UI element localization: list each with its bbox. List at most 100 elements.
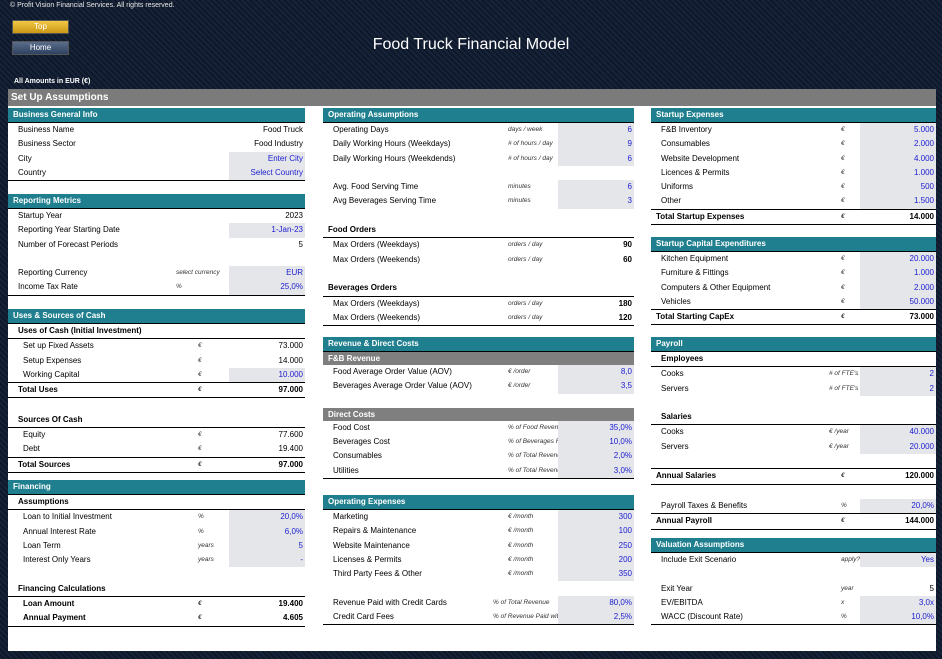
spacer	[323, 267, 634, 281]
licences-input[interactable]: 1.000	[860, 165, 936, 181]
row-value: 2023	[285, 211, 303, 220]
interest-only-input[interactable]: -	[229, 553, 305, 568]
food-row-0: Max Orders (Weekdays) orders / day 90	[323, 238, 634, 252]
repairs-input[interactable]: 100	[558, 524, 634, 539]
cooks-fte-input[interactable]: 2	[860, 367, 936, 382]
home-button[interactable]: Home	[12, 41, 69, 55]
row-unit: years	[198, 556, 214, 564]
opex-row-0: Marketing € /month 300	[323, 510, 634, 525]
row-label: Cooks	[661, 369, 684, 379]
working-capital-input[interactable]: 10.000	[229, 367, 305, 383]
food-serve-input[interactable]: 6	[558, 180, 634, 195]
ops-row-0: Operating Days days / week 6	[323, 123, 634, 138]
row-label: City	[18, 153, 32, 163]
total-uses-row: Total Uses €97.000	[8, 382, 305, 399]
exit-scenario-select[interactable]: Yes	[860, 553, 936, 568]
licenses-input[interactable]: 200	[558, 552, 634, 568]
computers-input[interactable]: 2.000	[860, 280, 936, 295]
operating-assumptions-panel: Operating Assumptions Operating Days days…	[323, 108, 634, 327]
tax-rate-input[interactable]: 25,0%	[229, 280, 305, 295]
third-party-input[interactable]: 350	[558, 567, 634, 582]
weekend-hours-input[interactable]: 6	[558, 151, 634, 166]
wacc-input[interactable]: 10,0%	[860, 610, 936, 625]
total-sources-row: Total Sources €97.000	[8, 456, 305, 473]
row-label: Startup Year	[18, 211, 63, 220]
panel-header: Startup Capital Expenditures	[651, 237, 936, 252]
row-unit: # of hours / day	[508, 140, 553, 148]
bev-serve-input[interactable]: 3	[558, 194, 634, 209]
furniture-input[interactable]: 1.000	[860, 266, 936, 281]
spacer	[651, 485, 936, 499]
top-button[interactable]: Top	[12, 20, 69, 34]
food-aov-input[interactable]: 8,0	[558, 365, 634, 380]
consumables-startup-input[interactable]: 2.000	[860, 137, 936, 152]
row-label: Number of Forecast Periods	[18, 239, 119, 249]
food-cost-input[interactable]: 35,0%	[558, 420, 634, 436]
sal-row-1: Servers € /year 20.000	[651, 439, 936, 455]
row-label: Reporting Year Starting Date	[18, 225, 120, 235]
utilities-input[interactable]: 3,0%	[558, 463, 634, 479]
row-label: Website Development	[661, 153, 740, 163]
total-capex-row: Total Starting CapEx €73.000	[651, 309, 936, 326]
row-label: Food Orders	[328, 225, 377, 235]
row-unit: orders / day	[508, 299, 543, 307]
row-unit: € /month	[508, 570, 534, 578]
row-value: 60	[623, 254, 632, 264]
interest-rate-input[interactable]: 6,0%	[229, 524, 305, 539]
row-label: Avg Beverages Serving Time	[333, 196, 437, 206]
row-value: 144.000	[905, 516, 934, 526]
row-label: Revenue Paid with Credit Cards	[333, 597, 447, 607]
servers-salary-input[interactable]: 20.000	[860, 439, 936, 455]
capex-row-1: Furniture & Fittings €1.000	[651, 266, 936, 281]
row-label: Food Average Order Value (AOV)	[333, 367, 452, 376]
row-value: 73.000	[909, 312, 934, 322]
kitchen-input[interactable]: 20.000	[860, 252, 936, 267]
bev-cost-input[interactable]: 10,0%	[558, 435, 634, 450]
weekday-hours-input[interactable]: 9	[558, 137, 634, 152]
vehicles-input[interactable]: 50.000	[860, 294, 936, 310]
spacer	[323, 581, 634, 595]
website-dev-input[interactable]: 4.000	[860, 151, 936, 166]
serve-row-1: Avg Beverages Serving Time minutes 3	[323, 194, 634, 209]
row-label: Vehicles	[661, 296, 691, 306]
city-input[interactable]: Enter City	[229, 151, 305, 166]
consumables-input[interactable]: 2,0%	[558, 449, 634, 464]
opex-row-4: Third Party Fees & Other € /month 350	[323, 567, 634, 582]
row-unit: €	[841, 197, 845, 205]
row-label: Loan Amount	[23, 599, 75, 609]
row-label: Daily Working Hours (Weekdays)	[333, 139, 451, 149]
operating-days-input[interactable]: 6	[558, 123, 634, 138]
loan-ratio-input[interactable]: 20,0%	[229, 510, 305, 525]
website-maint-input[interactable]: 250	[558, 538, 634, 553]
other-input[interactable]: 1.500	[860, 194, 936, 209]
sexp-row-5: Other €1.500	[651, 194, 936, 209]
row-unit: # of FTE's	[829, 384, 859, 392]
start-date-input[interactable]: 1-Jan-23	[229, 223, 305, 238]
servers-fte-input[interactable]: 2	[860, 381, 936, 396]
ev-ebitda-input[interactable]: 3,0x	[860, 595, 936, 611]
spacer	[323, 394, 634, 408]
bev-aov-input[interactable]: 3,5	[558, 379, 634, 394]
currency-select[interactable]: EUR	[229, 266, 305, 281]
row-label: Setup Expenses	[23, 355, 82, 365]
fb-inventory-input[interactable]: 5.000	[860, 123, 936, 138]
loan-term-input[interactable]: 5	[229, 538, 305, 554]
cc-revenue-input[interactable]: 80,0%	[558, 595, 634, 611]
row-value: 19.400	[278, 599, 303, 609]
row-unit: % of Beverages Revenue	[508, 438, 582, 446]
row-unit: € /order	[508, 382, 531, 390]
row-label: Food Cost	[333, 422, 370, 432]
cooks-salary-input[interactable]: 40.000	[860, 425, 936, 440]
row-unit: %	[176, 283, 182, 291]
row-value: Food Industry	[254, 139, 303, 149]
marketing-input[interactable]: 300	[558, 510, 634, 525]
row-label: Annual Payroll	[656, 516, 713, 526]
payroll-tax-input[interactable]: 20,0%	[860, 498, 936, 514]
uniforms-input[interactable]: 500	[860, 180, 936, 195]
row-unit: % of Total Revenue	[493, 598, 550, 606]
biz-row-1: Business Sector Food Industry	[8, 137, 305, 151]
row-unit: % of Food Revenue	[508, 423, 566, 431]
panel-header: Financing	[8, 480, 305, 495]
country-select[interactable]: Select Country	[229, 165, 305, 181]
cc-fees-input[interactable]: 2,5%	[558, 610, 634, 625]
